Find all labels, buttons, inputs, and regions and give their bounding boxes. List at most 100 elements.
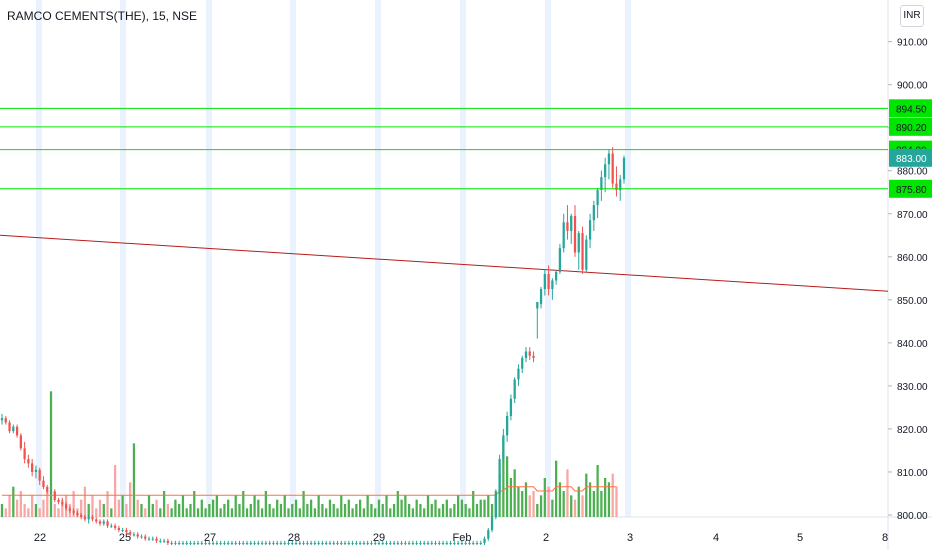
volume-bar	[309, 499, 313, 517]
volume-bar	[532, 491, 535, 517]
volume-bar	[230, 508, 234, 517]
candle-body	[208, 542, 211, 544]
volume-bar	[242, 491, 245, 517]
candle-body	[536, 301, 539, 309]
candle-body	[19, 435, 22, 449]
candle-body	[573, 215, 577, 253]
volume-bar	[411, 508, 415, 517]
y-tick-label: 900.00	[897, 81, 928, 92]
candle-body	[80, 515, 83, 518]
y-tick-label: 830.00	[897, 382, 928, 393]
candle-body	[159, 540, 162, 542]
volume-bar	[102, 504, 105, 517]
candle-body	[622, 157, 626, 180]
candle-body	[325, 542, 328, 544]
candle-body	[34, 469, 38, 472]
candle-body	[276, 542, 279, 544]
volume-bar	[46, 491, 49, 517]
volume-bar	[358, 499, 362, 517]
volume-bar	[106, 491, 109, 517]
volume-bar	[264, 491, 268, 517]
currency-button[interactable]: INR	[900, 5, 924, 27]
candle-body	[392, 542, 396, 544]
candle-body	[223, 542, 226, 544]
session-band	[290, 0, 296, 517]
x-tick-label: 5	[797, 532, 803, 544]
candle-body	[298, 542, 301, 544]
candle-body	[193, 542, 196, 544]
candle-body	[174, 542, 177, 544]
volume-bar	[287, 508, 290, 517]
volume-bar	[223, 504, 226, 517]
candle-body	[615, 183, 618, 191]
volume-bar	[524, 482, 528, 517]
candle-body	[532, 355, 535, 358]
volume-bar	[419, 504, 422, 517]
candle-body	[506, 416, 509, 436]
volume-bar	[377, 499, 381, 517]
candle-body	[419, 542, 422, 544]
candle-body	[396, 542, 399, 544]
candle-body	[374, 542, 377, 544]
volume-bar	[347, 499, 350, 517]
candle-body	[8, 422, 11, 432]
volume-bar	[355, 504, 358, 517]
candle-body	[31, 463, 34, 472]
volume-bar	[121, 495, 124, 517]
volume-bar	[98, 499, 102, 517]
volume-bar	[219, 508, 222, 517]
volume-bar	[204, 508, 207, 517]
level-price-label: 890.20	[896, 123, 927, 134]
candle-body	[347, 542, 350, 544]
candle-body	[200, 542, 203, 544]
volume-bar	[298, 508, 301, 517]
volume-bar	[166, 504, 169, 517]
x-tick-label: 2	[543, 532, 549, 544]
candle-body	[178, 542, 181, 544]
candle-body	[53, 491, 56, 500]
volume-bar	[547, 486, 550, 517]
candle-body	[407, 542, 411, 544]
candle-body	[234, 542, 237, 544]
volume-bar	[389, 508, 392, 517]
candle-body	[196, 542, 200, 544]
volume-bar	[49, 391, 53, 517]
candle-body	[340, 542, 343, 544]
last-price-label: 883.00	[896, 154, 927, 165]
volume-bar	[294, 499, 298, 517]
candle-body	[72, 510, 75, 513]
volume-bar	[604, 478, 607, 517]
y-tick-label: 860.00	[897, 253, 928, 264]
candle-body	[377, 542, 381, 544]
candle-body	[581, 233, 584, 270]
volume-bar	[19, 491, 22, 517]
candle-body	[441, 542, 445, 544]
volume-bar	[585, 473, 588, 517]
session-band	[206, 0, 212, 517]
candle-body	[155, 538, 158, 541]
volume-bar	[144, 508, 147, 517]
volume-bar	[468, 508, 471, 517]
candle-body	[498, 459, 501, 494]
candle-body	[83, 517, 87, 520]
volume-bar	[472, 491, 475, 517]
candle-body	[260, 542, 264, 544]
candle-body	[117, 527, 120, 531]
candle-body	[181, 542, 185, 544]
candle-body	[264, 542, 268, 544]
candle-body	[438, 542, 441, 544]
volume-bar	[34, 504, 38, 517]
volume-bar	[31, 495, 34, 517]
volume-bar	[313, 508, 317, 517]
candle-body	[585, 239, 588, 270]
volume-bar	[227, 499, 230, 517]
candle-body	[106, 521, 109, 526]
volume-bar	[577, 486, 580, 517]
volume-bar	[562, 491, 565, 517]
volume-bar	[321, 504, 324, 517]
x-tick-label: Feb	[453, 532, 472, 544]
candle-body	[317, 542, 320, 544]
candle-body	[577, 233, 580, 253]
volume-bar	[189, 504, 192, 517]
